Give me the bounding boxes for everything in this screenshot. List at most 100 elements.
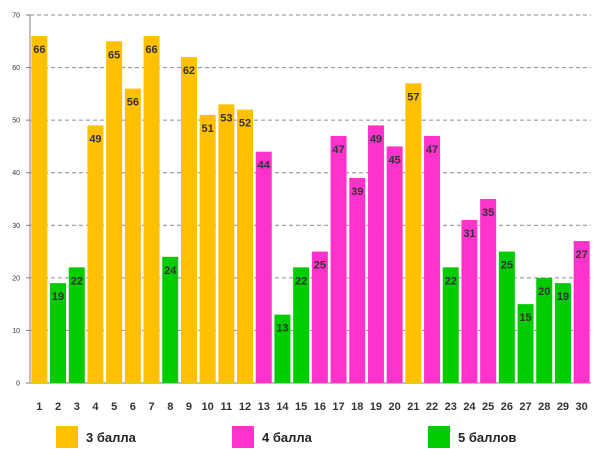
x-tick-label: 30 <box>576 401 588 413</box>
bar <box>536 277 553 383</box>
bar-value-label: 25 <box>501 260 513 272</box>
bar-value-label: 20 <box>538 286 550 298</box>
legend-item-5-ballov: 5 баллов <box>428 426 516 448</box>
x-tick-label: 29 <box>557 401 569 413</box>
bar <box>424 135 441 383</box>
y-tick-label: 50 <box>12 118 20 125</box>
bar-value-label: 19 <box>557 291 569 303</box>
legend-label-3-balla: 3 балла <box>86 429 136 445</box>
bar <box>349 177 366 383</box>
bar-value-label: 25 <box>314 260 326 272</box>
bar <box>162 256 179 383</box>
y-tick-label: 20 <box>12 275 20 282</box>
x-tick-label: 23 <box>445 401 457 413</box>
x-tick-label: 14 <box>276 401 289 413</box>
data-labels: 66 19 22 49 65 56 66 24 62 51 53 52 44 13 22 25 47 39 49 45… <box>33 44 588 335</box>
bar <box>330 135 347 383</box>
bar <box>442 267 459 383</box>
bar-value-label: 66 <box>145 44 157 56</box>
bar-value-label: 49 <box>89 133 101 145</box>
x-tick-label: 7 <box>148 401 154 413</box>
bar-value-label: 22 <box>295 275 307 287</box>
axes <box>26 14 591 384</box>
bar <box>106 41 123 384</box>
x-tick-label: 21 <box>407 401 419 413</box>
x-tick-label: 26 <box>501 401 513 413</box>
bar-value-label: 47 <box>332 144 344 156</box>
bar <box>293 267 310 383</box>
legend-swatch-5-ballov <box>428 426 450 448</box>
bar <box>405 83 422 383</box>
x-tick-label: 16 <box>314 401 326 413</box>
bar-value-label: 47 <box>426 144 438 156</box>
bar <box>87 125 104 384</box>
bar-value-label: 27 <box>576 249 588 261</box>
x-tick-label: 28 <box>538 401 550 413</box>
bar <box>461 220 478 383</box>
x-tick-label: 3 <box>74 401 80 413</box>
x-tick-label: 13 <box>258 401 270 413</box>
bar-value-label: 57 <box>407 91 419 103</box>
bar <box>517 304 534 383</box>
y-tick-label: 60 <box>12 65 20 72</box>
bar-value-label: 49 <box>370 133 382 145</box>
bar-value-label: 53 <box>220 112 232 124</box>
bar-value-label: 19 <box>52 291 64 303</box>
bar <box>480 199 497 383</box>
bars <box>31 36 590 384</box>
bar-value-label: 24 <box>164 265 177 277</box>
x-tick-label: 12 <box>239 401 251 413</box>
x-tick-label: 27 <box>519 401 531 413</box>
bar <box>554 283 571 383</box>
bar-value-label: 56 <box>127 97 139 109</box>
bar-value-label: 22 <box>445 275 457 287</box>
x-tick-label: 20 <box>389 401 401 413</box>
bar <box>50 283 67 383</box>
bar <box>237 109 254 383</box>
bar <box>68 267 85 383</box>
y-tick-label: 40 <box>12 170 20 177</box>
bar-value-label: 39 <box>351 186 363 198</box>
bar-value-label: 31 <box>463 228 475 240</box>
legend-item-3-balla: 3 балла <box>56 426 136 448</box>
bar-value-label: 45 <box>389 154 401 166</box>
y-tick-label: 0 <box>16 381 20 388</box>
x-tick-label: 6 <box>130 401 136 413</box>
bar-value-label: 13 <box>276 323 288 335</box>
x-tick-label: 15 <box>295 401 307 413</box>
x-tick-label: 10 <box>202 401 214 413</box>
bar-value-label: 62 <box>183 65 195 77</box>
x-tick-label: 22 <box>426 401 438 413</box>
bar-value-label: 44 <box>258 160 271 172</box>
bar-value-label: 66 <box>33 44 45 56</box>
bar-value-label: 51 <box>202 123 214 135</box>
x-tick-label: 25 <box>482 401 494 413</box>
y-tick-label: 30 <box>12 223 20 230</box>
bar <box>143 36 160 384</box>
bar <box>498 251 515 383</box>
bar-value-label: 22 <box>71 275 83 287</box>
bar-value-label: 35 <box>482 207 494 219</box>
x-tick-label: 17 <box>332 401 344 413</box>
bar-value-label: 65 <box>108 49 120 61</box>
x-tick-label: 4 <box>92 401 99 413</box>
x-tick-label: 11 <box>221 401 233 413</box>
x-tick-label: 8 <box>167 401 173 413</box>
bar <box>367 125 384 384</box>
legend-item-4-balla: 4 балла <box>232 426 312 448</box>
bar <box>180 57 197 384</box>
x-tick-label: 19 <box>370 401 382 413</box>
x-tick-label: 9 <box>186 401 192 413</box>
bar <box>386 146 403 383</box>
x-tick-label: 2 <box>55 401 61 413</box>
bar <box>311 251 328 383</box>
x-tick-label: 5 <box>111 401 117 413</box>
legend-label-5-ballov: 5 баллов <box>458 429 517 445</box>
x-tick-label: 24 <box>463 401 476 413</box>
bar <box>124 88 141 383</box>
y-tick-label: 10 <box>12 328 20 335</box>
x-tick-label: 1 <box>36 401 42 413</box>
